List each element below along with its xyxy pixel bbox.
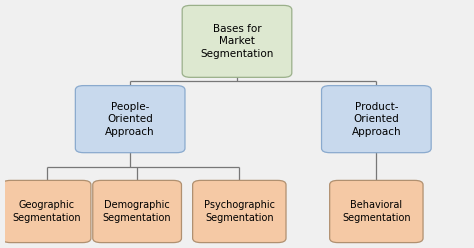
Text: Product-
Oriented
Approach: Product- Oriented Approach xyxy=(352,102,401,137)
FancyBboxPatch shape xyxy=(321,86,431,153)
Text: Geographic
Segmentation: Geographic Segmentation xyxy=(12,200,81,223)
Text: Psychographic
Segmentation: Psychographic Segmentation xyxy=(204,200,275,223)
FancyBboxPatch shape xyxy=(75,86,185,153)
Text: Behavioral
Segmentation: Behavioral Segmentation xyxy=(342,200,410,223)
FancyBboxPatch shape xyxy=(330,180,423,243)
FancyBboxPatch shape xyxy=(192,180,286,243)
Text: People-
Oriented
Approach: People- Oriented Approach xyxy=(105,102,155,137)
Text: Demographic
Segmentation: Demographic Segmentation xyxy=(103,200,172,223)
Text: Bases for
Market
Segmentation: Bases for Market Segmentation xyxy=(201,24,273,59)
FancyBboxPatch shape xyxy=(2,180,91,243)
FancyBboxPatch shape xyxy=(93,180,182,243)
FancyBboxPatch shape xyxy=(182,5,292,77)
